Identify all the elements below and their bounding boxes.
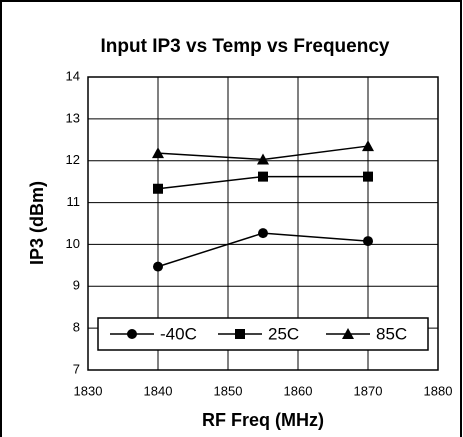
marker [258,171,268,182]
plot-area [87,76,439,371]
marker [363,236,373,247]
marker [363,171,373,182]
y-tick-label: 9 [73,278,80,293]
marker [257,153,269,165]
marker [152,147,164,159]
y-tick-label: 14 [66,68,80,83]
x-tick-label: 1850 [214,383,243,398]
y-tick-label: 7 [73,361,80,376]
y-tick-label: 8 [73,320,80,335]
x-axis-label: RF Freq (MHz) [202,410,324,430]
marker [153,261,163,272]
y-tick-label: 13 [66,110,80,125]
x-tick-label: 1830 [74,383,103,398]
y-axis-label: IP3 (dBm) [27,181,47,265]
legend-label: 85C [376,324,407,343]
x-tick-label: 1840 [144,383,173,398]
y-tick-label: 12 [66,152,80,167]
x-tick-label: 1870 [354,383,383,398]
y-tick-label: 11 [67,194,81,209]
y-tick-label: 10 [66,236,80,251]
x-tick-label: 1880 [424,383,453,398]
legend-label: 25C [268,324,299,343]
marker [153,183,163,194]
marker [258,228,268,239]
legend-box [97,317,429,351]
marker [235,329,245,339]
x-tick-label: 1860 [284,383,313,398]
marker [342,328,354,339]
legend-label: -40C [160,324,197,343]
series-line [157,232,369,268]
marker [127,329,137,339]
chart-title: Input IP3 vs Temp vs Frequency [101,36,390,57]
marker [362,140,374,152]
